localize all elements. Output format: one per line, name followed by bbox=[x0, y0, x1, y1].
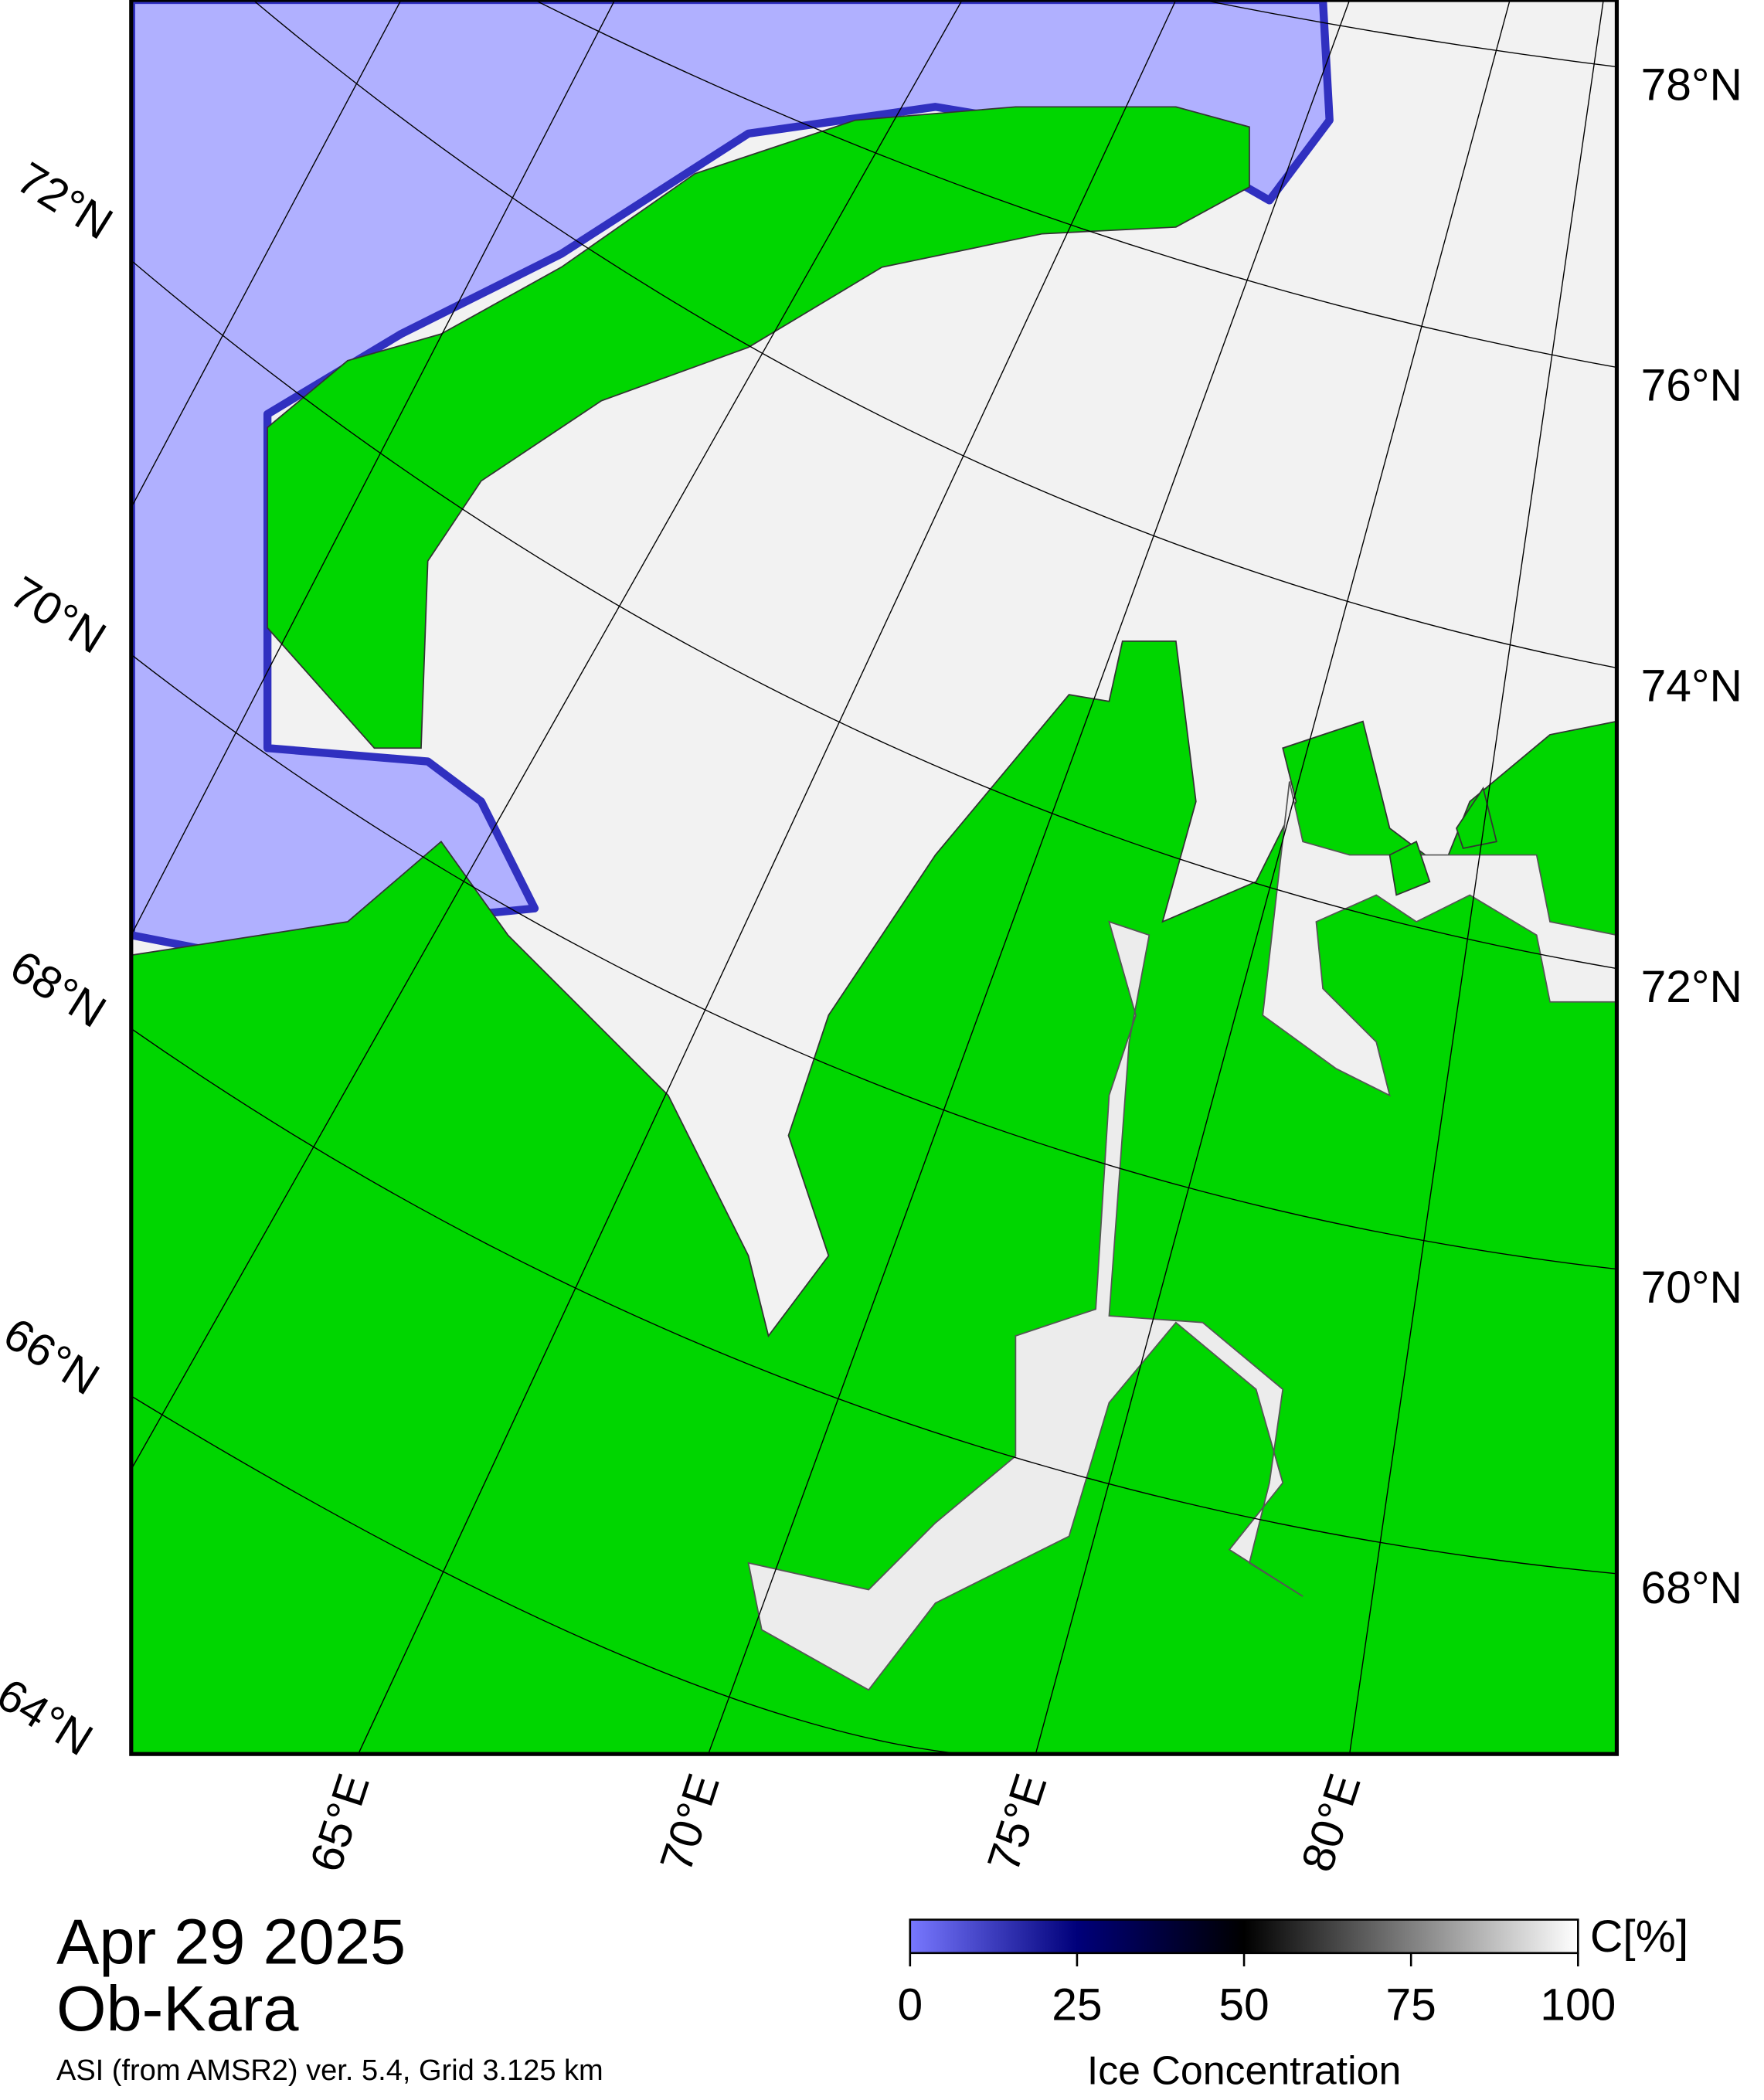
meridian bbox=[358, 0, 1177, 1755]
taz-bay bbox=[1262, 781, 1617, 1097]
latitude-label: 70°N bbox=[2, 567, 114, 664]
graticule bbox=[131, 0, 1617, 1755]
parallel bbox=[131, 654, 1617, 1270]
parallel bbox=[131, 1395, 963, 1755]
parallel bbox=[1202, 0, 1617, 68]
meridian bbox=[1035, 0, 1511, 1755]
latitude-label: 64°N bbox=[0, 1669, 101, 1765]
longitude-label: 75°E bbox=[978, 1768, 1056, 1877]
colorbar-unit: C[%] bbox=[1590, 1911, 1688, 1962]
island bbox=[1388, 841, 1431, 896]
colorbar: C[%] Ice Concentration 0 25 50 75 100 bbox=[897, 1911, 1688, 2092]
latitude-label: 68°N bbox=[2, 941, 114, 1038]
meridian bbox=[131, 0, 616, 936]
longitude-label: 70°E bbox=[651, 1768, 729, 1877]
colorbar-tick-label: 75 bbox=[1385, 1979, 1436, 2030]
colorbar-tick-label: 0 bbox=[897, 1979, 923, 2030]
source-note: ASI (from AMSR2) ver. 5.4, Grid 3.125 km bbox=[56, 2054, 603, 2087]
colorbar-tick-label: 50 bbox=[1218, 1979, 1269, 2030]
meridian bbox=[708, 0, 1351, 1755]
latitude-label: 72°N bbox=[1641, 962, 1742, 1012]
ob-gulf bbox=[747, 920, 1303, 1691]
latitude-label: 76°N bbox=[1641, 361, 1742, 411]
latitude-label: 66°N bbox=[0, 1309, 107, 1405]
latitude-label: 74°N bbox=[1641, 661, 1742, 712]
longitude-label: 80°E bbox=[1292, 1768, 1370, 1877]
meridian bbox=[131, 0, 402, 508]
colorbar-tick-label: 100 bbox=[1540, 1979, 1616, 2030]
meridian bbox=[1348, 0, 1604, 1755]
latitude-label: 70°N bbox=[1641, 1262, 1742, 1313]
latitude-label: 72°N bbox=[8, 153, 121, 250]
parallel bbox=[252, 0, 1617, 669]
novaya-zemlya bbox=[267, 106, 1250, 749]
map-frame bbox=[129, 0, 1620, 1756]
parallel bbox=[534, 0, 1617, 369]
parallel bbox=[131, 260, 1617, 970]
colorbar-tick-label: 25 bbox=[1052, 1979, 1102, 2030]
region-name: Ob-Kara bbox=[56, 1973, 299, 2044]
colorbar-ramp bbox=[909, 1918, 1579, 1955]
latitude-label: 78°N bbox=[1641, 60, 1742, 110]
colorbar-title: Ice Concentration bbox=[1087, 2047, 1401, 2092]
map-area bbox=[131, 0, 1617, 1755]
latitude-label: 68°N bbox=[1641, 1563, 1742, 1613]
island bbox=[1456, 787, 1497, 849]
date: Apr 29 2025 bbox=[56, 1906, 406, 1978]
longitude-label: 65°E bbox=[301, 1768, 379, 1877]
meridian bbox=[131, 0, 963, 1470]
